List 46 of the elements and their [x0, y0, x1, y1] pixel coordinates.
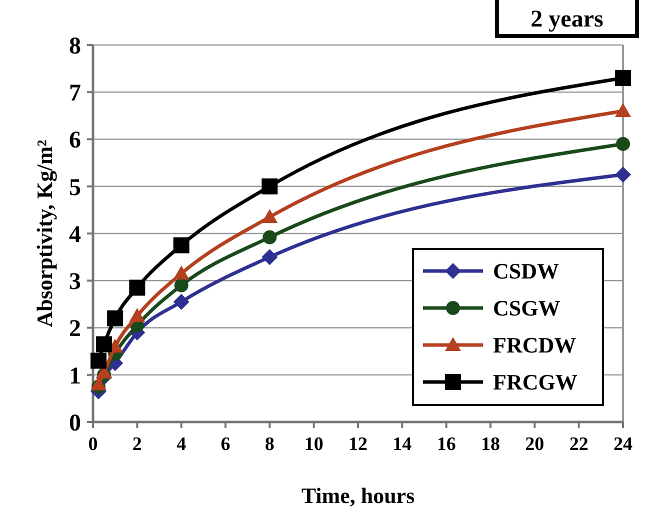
point	[262, 230, 277, 244]
y-tick-label: 6	[69, 128, 81, 154]
y-axis-title: Absorptivity, Kg/m²	[32, 139, 57, 328]
point	[129, 308, 146, 322]
y-tick-label: 8	[69, 33, 81, 60]
point	[96, 336, 112, 352]
point	[173, 237, 190, 254]
y-tick-label: 5	[69, 174, 81, 201]
point	[262, 249, 278, 266]
x-axis-title: Time, hours	[301, 483, 416, 508]
legend-label: FRCGW	[493, 370, 578, 395]
point	[174, 278, 188, 292]
legend-label: FRCDW	[493, 332, 576, 358]
y-tick-label: 4	[69, 222, 81, 248]
y-tick-label: 7	[69, 80, 81, 107]
text: 2 years	[530, 6, 604, 32]
x-tick-label: 18	[481, 434, 500, 455]
point	[615, 70, 631, 86]
legend-label: CSDW	[493, 258, 560, 284]
x-tick-label: 22	[569, 434, 588, 455]
y-tick-label: 0	[69, 410, 81, 436]
x-tick-label: 14	[392, 434, 412, 455]
y-tick-label: 3	[69, 269, 81, 296]
point	[615, 102, 631, 117]
x-tick-label: 2	[132, 434, 142, 455]
point	[173, 294, 190, 310]
legend-label: CSGW	[493, 296, 560, 321]
x-tick-label: 10	[304, 434, 324, 455]
x-tick-label: 4	[176, 434, 187, 455]
point	[616, 136, 630, 151]
x-tick-label: 16	[436, 434, 456, 455]
x-tick-label: 0	[88, 434, 98, 455]
point	[262, 178, 278, 194]
point	[173, 266, 190, 280]
x-tick-label: 24	[614, 434, 633, 455]
point	[107, 310, 124, 326]
y-tick-label: 2	[69, 316, 81, 342]
x-tick-label: 20	[525, 434, 544, 455]
y-tick-label: 1	[69, 363, 81, 390]
point	[262, 209, 278, 224]
x-tick-label: 6	[220, 434, 230, 455]
point	[129, 280, 146, 296]
point	[615, 166, 631, 183]
point	[90, 352, 107, 369]
x-tick-label: 8	[264, 434, 274, 455]
x-tick-label: 12	[348, 434, 368, 455]
